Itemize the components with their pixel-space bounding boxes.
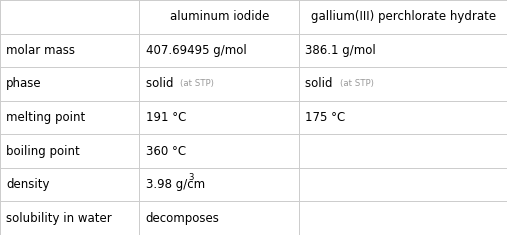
Text: gallium(III) perchlorate hydrate: gallium(III) perchlorate hydrate <box>310 10 496 23</box>
Text: phase: phase <box>6 77 42 90</box>
Text: 3: 3 <box>189 173 194 182</box>
Text: 3.98 g/cm: 3.98 g/cm <box>146 178 205 191</box>
Text: molar mass: molar mass <box>6 44 75 57</box>
Text: 386.1 g/mol: 386.1 g/mol <box>305 44 376 57</box>
Text: decomposes: decomposes <box>146 212 220 225</box>
Text: boiling point: boiling point <box>6 145 80 158</box>
Text: density: density <box>6 178 50 191</box>
Text: solid: solid <box>146 77 180 90</box>
Text: (at STP): (at STP) <box>340 79 374 88</box>
Text: (at STP): (at STP) <box>180 79 214 88</box>
Text: aluminum iodide: aluminum iodide <box>169 10 269 23</box>
Text: solid: solid <box>305 77 340 90</box>
Text: 360 °C: 360 °C <box>146 145 186 158</box>
Text: solubility in water: solubility in water <box>6 212 112 225</box>
Text: 407.69495 g/mol: 407.69495 g/mol <box>146 44 246 57</box>
Text: melting point: melting point <box>6 111 85 124</box>
Text: 175 °C: 175 °C <box>305 111 345 124</box>
Text: 191 °C: 191 °C <box>146 111 186 124</box>
